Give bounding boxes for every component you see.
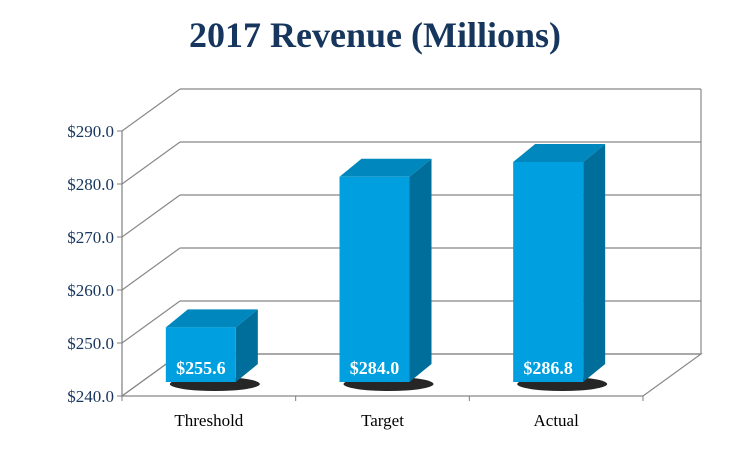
y-tick-label: $250.0 (67, 334, 114, 353)
x-tick-label: Actual (534, 411, 580, 430)
bar-top (165, 309, 258, 328)
bar-side (583, 143, 606, 382)
axis-layer: $240.0 $250.0 $260.0 $270.0 $280.0 $290.0 Thre… (67, 122, 644, 430)
gridline-diagonal (121, 88, 181, 132)
y-tick-label: $270.0 (67, 228, 114, 247)
gridline-diagonal (121, 247, 181, 291)
chart-title: 2017 Revenue (Millions) (189, 15, 561, 55)
bar (165, 327, 236, 382)
gridline-diagonal (121, 194, 181, 238)
y-tick-label: $280.0 (67, 175, 114, 194)
bar-side (235, 309, 258, 382)
x-tick-label: Threshold (174, 411, 243, 430)
data-label: $286.8 (523, 358, 573, 378)
y-tick-label: $240.0 (67, 387, 114, 406)
y-tick-label: $260.0 (67, 281, 114, 300)
data-label: $255.6 (176, 358, 226, 378)
gridline-diagonal (121, 141, 181, 185)
bar (513, 161, 584, 382)
bars-layer: $255.6 $284.0 $286.8 (165, 143, 606, 382)
bar-side (409, 158, 432, 382)
bar-top (339, 158, 432, 177)
grid-layer (120, 88, 703, 397)
x-tick-label: Target (361, 411, 404, 430)
data-label: $284.0 (350, 358, 400, 378)
bar (339, 176, 410, 382)
y-tick-label: $290.0 (67, 122, 114, 141)
gridline-diagonal (121, 300, 181, 344)
bar-top (513, 143, 606, 162)
